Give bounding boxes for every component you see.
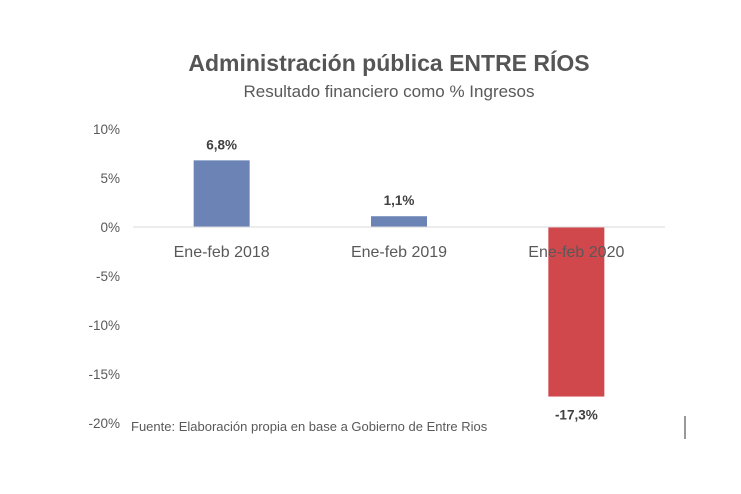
x-tick-label: Ene-feb 2020 [528, 244, 624, 261]
bar-3 [548, 227, 605, 397]
data-label: 1,1% [384, 193, 415, 208]
y-axis-ticks: 10% 5% 0% -5% -10% -15% -20% [88, 122, 120, 431]
y-tick-label: 10% [93, 122, 120, 137]
y-tick-label: -15% [88, 367, 120, 382]
data-label: 6,8% [206, 137, 237, 152]
bar-2 [371, 216, 427, 227]
data-label: -17,3% [555, 408, 598, 423]
y-tick-label: -5% [96, 269, 120, 284]
chart-subtitle: Resultado financiero como % Ingresos [243, 82, 534, 101]
data-labels: 6,8% 1,1% -17,3% [206, 137, 597, 422]
x-tick-label: Ene-feb 2019 [351, 244, 447, 261]
y-tick-label: -20% [88, 416, 120, 431]
x-tick-label: Ene-feb 2018 [174, 244, 270, 261]
bar-1 [193, 160, 250, 227]
x-axis-ticks: Ene-feb 2018 Ene-feb 2019 Ene-feb 2020 [174, 244, 625, 261]
y-tick-label: -10% [88, 318, 120, 333]
y-tick-label: 0% [100, 220, 120, 235]
bars [193, 160, 605, 397]
chart-title: Administración pública ENTRE RÍOS [188, 49, 589, 76]
source-note: Fuente: Elaboración propia en base a Gob… [131, 419, 488, 434]
y-tick-label: 5% [100, 171, 120, 186]
